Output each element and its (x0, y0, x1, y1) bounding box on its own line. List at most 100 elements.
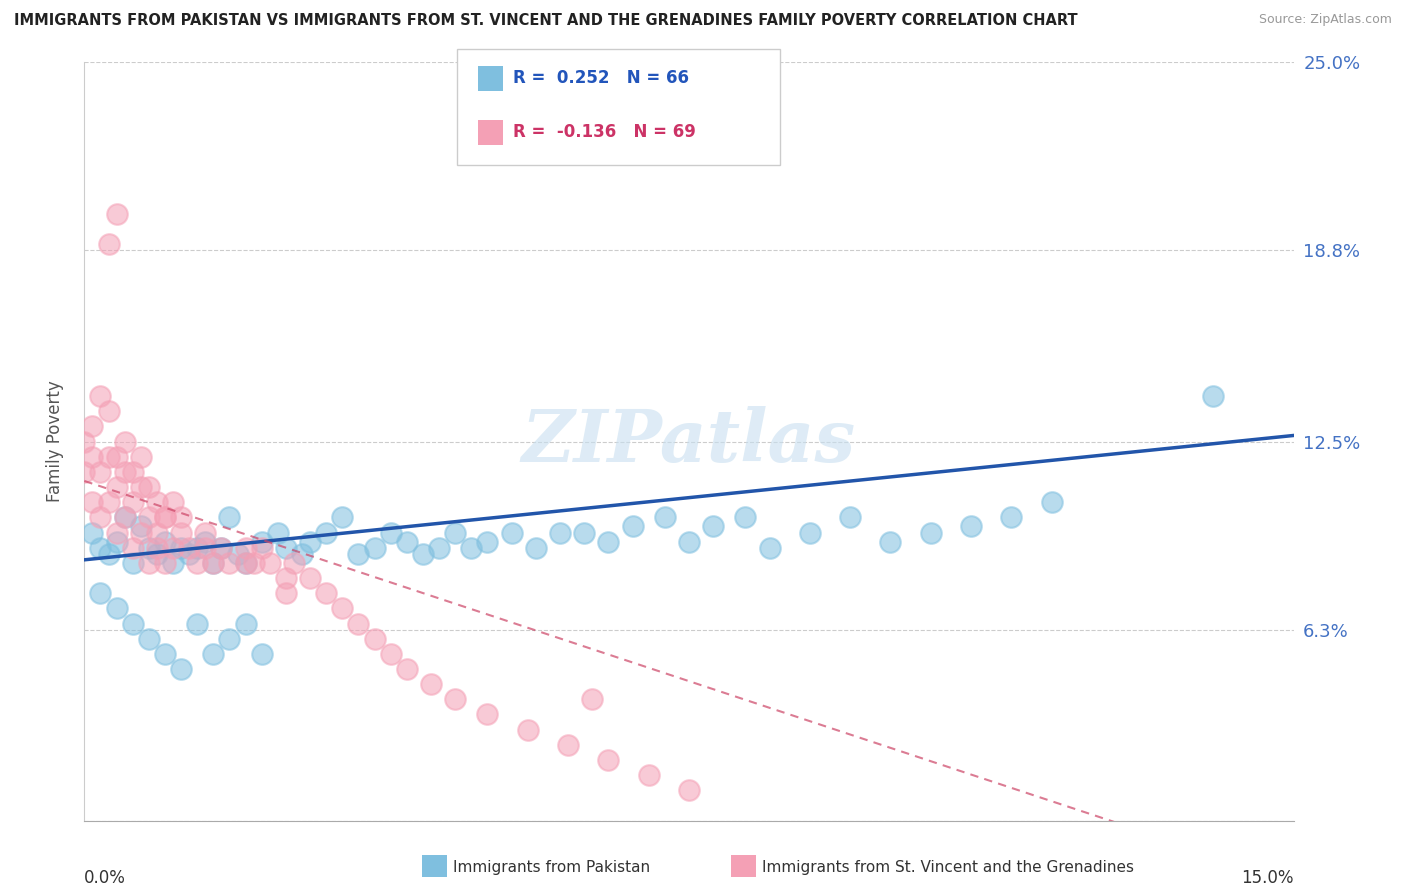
Point (242, 556, 264, 570)
Point (153, 556, 176, 570)
Point (121, 556, 143, 570)
Point (121, 465, 143, 479)
Point (105, 534, 128, 549)
Point (186, 616, 208, 631)
Text: 15.0%: 15.0% (1241, 869, 1294, 888)
Point (218, 556, 240, 570)
Point (89, 541, 111, 555)
Point (170, 510, 193, 524)
Point (758, 541, 780, 555)
Point (347, 616, 370, 631)
Point (1040, 495, 1063, 509)
Point (395, 534, 418, 549)
Point (283, 556, 305, 570)
Point (209, 541, 232, 555)
Point (138, 480, 160, 494)
Point (380, 525, 402, 540)
Point (420, 677, 443, 691)
Point (114, 434, 136, 449)
Point (97, 237, 120, 252)
Point (839, 510, 862, 524)
Point (129, 525, 152, 540)
Point (73, 434, 96, 449)
Point (146, 541, 169, 555)
Text: Immigrants from Pakistan: Immigrants from Pakistan (453, 861, 650, 875)
Point (315, 525, 337, 540)
Point (162, 556, 184, 570)
Text: Immigrants from St. Vincent and the Grenadines: Immigrants from St. Vincent and the Gren… (762, 861, 1135, 875)
Point (920, 525, 942, 540)
Point (170, 662, 193, 676)
Point (598, 534, 620, 549)
Point (250, 541, 273, 555)
Point (501, 525, 523, 540)
Point (114, 510, 136, 524)
Point (138, 510, 160, 524)
Point (477, 534, 499, 549)
Point (162, 495, 184, 509)
Point (105, 525, 128, 540)
Point (114, 510, 136, 524)
Point (146, 495, 169, 509)
Point (799, 525, 821, 540)
Point (186, 556, 208, 570)
Point (477, 707, 499, 722)
Point (162, 541, 184, 555)
Point (138, 541, 160, 555)
Point (97, 450, 120, 464)
Point (380, 647, 402, 661)
Point (89, 510, 111, 524)
Point (202, 647, 225, 661)
Point (153, 534, 176, 549)
Point (235, 541, 257, 555)
Text: ZIPatlas: ZIPatlas (522, 406, 856, 477)
Point (879, 534, 901, 549)
Point (572, 525, 595, 540)
Point (105, 207, 128, 221)
Point (218, 510, 240, 524)
Text: IMMIGRANTS FROM PAKISTAN VS IMMIGRANTS FROM ST. VINCENT AND THE GRENADINES FAMIL: IMMIGRANTS FROM PAKISTAN VS IMMIGRANTS F… (14, 13, 1077, 29)
Point (170, 541, 193, 555)
Point (598, 753, 620, 767)
Point (97, 495, 120, 509)
Point (678, 534, 700, 549)
Point (702, 519, 724, 533)
Point (194, 525, 217, 540)
Point (186, 541, 208, 555)
Point (114, 465, 136, 479)
Point (73, 465, 96, 479)
Point (460, 541, 482, 555)
Point (82, 525, 104, 540)
Text: R =  -0.136   N = 69: R = -0.136 N = 69 (513, 123, 696, 141)
Point (146, 525, 169, 540)
Point (121, 616, 143, 631)
Point (267, 525, 290, 540)
Point (621, 519, 644, 533)
Point (315, 586, 337, 600)
Point (259, 556, 281, 570)
Point (129, 450, 152, 464)
Point (427, 541, 450, 555)
Point (299, 571, 322, 585)
Point (250, 647, 273, 661)
Point (274, 571, 297, 585)
Point (179, 541, 201, 555)
Point (82, 495, 104, 509)
Point (235, 616, 257, 631)
Point (97, 404, 120, 418)
Point (274, 586, 297, 600)
Point (105, 450, 128, 464)
Point (557, 738, 579, 752)
Point (363, 541, 385, 555)
Point (218, 632, 240, 646)
Point (138, 556, 160, 570)
Point (202, 556, 225, 570)
Point (235, 556, 257, 570)
Point (291, 547, 314, 561)
Point (1202, 389, 1225, 403)
Point (209, 541, 232, 555)
Point (581, 692, 603, 706)
Point (105, 480, 128, 494)
Point (444, 525, 467, 540)
Point (250, 534, 273, 549)
